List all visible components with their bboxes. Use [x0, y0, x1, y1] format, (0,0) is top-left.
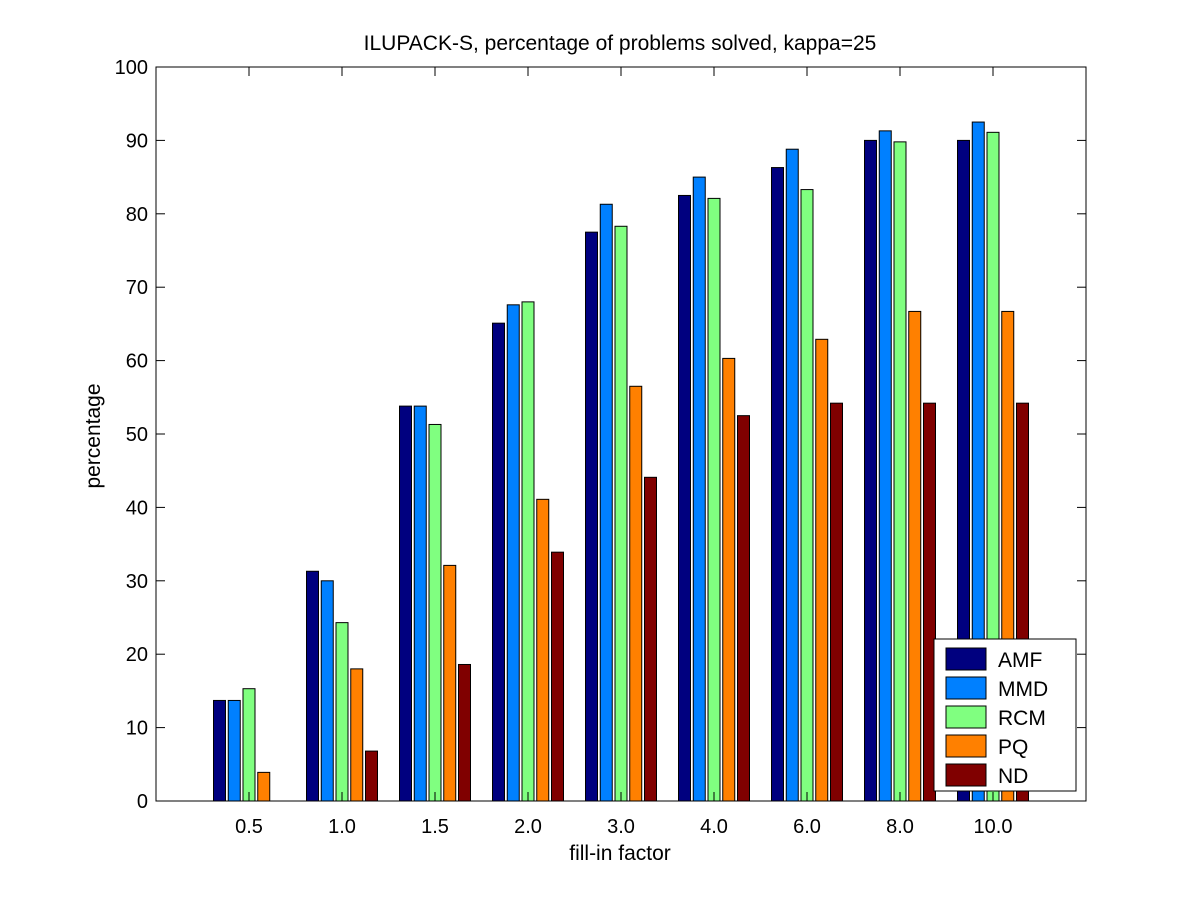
x-tick-label: 3.0	[607, 816, 635, 838]
x-tick-label: 10.0	[974, 816, 1013, 838]
bar-nd-1.0	[365, 750, 378, 802]
y-tick-label: 90	[126, 130, 148, 152]
legend-label-mmd: MMD	[998, 678, 1048, 701]
x-tick-label: 1.0	[328, 816, 356, 838]
bar-mmd-3.0	[599, 203, 613, 802]
bar-amf-0.5	[213, 699, 226, 802]
bar-nd-6.0	[830, 402, 843, 802]
legend-label-pq: PQ	[998, 736, 1028, 759]
bar-pq-1.0	[350, 668, 364, 802]
bar-mmd-2.0	[506, 304, 520, 802]
bar-rcm-6.0	[800, 189, 814, 802]
x-tick-label: 6.0	[793, 816, 821, 838]
bar-pq-8.0	[908, 310, 922, 802]
bar-rcm-8.0	[893, 141, 907, 802]
y-axis-label: percentage	[82, 383, 105, 488]
bar-pq-1.5	[443, 564, 457, 802]
y-tick-label: 30	[126, 571, 148, 593]
legend-swatch-nd	[945, 763, 987, 787]
bar-nd-1.5	[458, 663, 471, 802]
bar-mmd-1.5	[413, 405, 427, 802]
bar-rcm-1.0	[335, 622, 349, 802]
bar-mmd-0.5	[227, 699, 241, 802]
bar-pq-6.0	[815, 338, 829, 802]
bar-amf-3.0	[585, 231, 598, 802]
bar-rcm-4.0	[707, 197, 721, 802]
y-tick-label: 100	[115, 57, 148, 79]
legend-swatch-rcm	[945, 705, 987, 729]
x-axis-label: fill-in factor	[569, 842, 671, 865]
x-tick-label: 2.0	[514, 816, 542, 838]
bar-rcm-0.5	[242, 688, 256, 802]
bar-rcm-2.0	[521, 301, 535, 802]
bar-mmd-4.0	[692, 176, 706, 802]
bar-mmd-8.0	[878, 130, 892, 802]
bar-rcm-3.0	[614, 225, 628, 802]
chart-title: ILUPACK-S, percentage of problems solved…	[364, 32, 877, 55]
y-tick-label: 50	[126, 424, 148, 446]
y-tick-label: 40	[126, 497, 148, 519]
bar-amf-6.0	[771, 167, 784, 802]
y-tick-label: 70	[126, 277, 148, 299]
bar-pq-3.0	[629, 385, 643, 802]
y-tick-label: 10	[126, 718, 148, 740]
bar-nd-3.0	[644, 476, 657, 802]
bar-rcm-1.5	[428, 423, 442, 802]
x-tick-label: 8.0	[886, 816, 914, 838]
bar-amf-1.0	[306, 570, 319, 802]
bar-pq-4.0	[722, 357, 736, 802]
bar-mmd-6.0	[785, 148, 799, 802]
y-tick-label: 0	[137, 791, 148, 813]
legend: AMF MMD RCM PQ ND	[933, 638, 1077, 792]
ticks-layer: 0 10 20 30 40 50 60 70 80 90 100 0.5 1.0 1.5 2.0 3.0 4.0…	[115, 57, 1086, 838]
bar-nd-2.0	[551, 551, 564, 802]
legend-label-nd: ND	[998, 765, 1028, 788]
legend-swatch-amf	[945, 647, 987, 671]
y-tick-label: 80	[126, 204, 148, 226]
x-tick-label: 4.0	[700, 816, 728, 838]
bar-amf-4.0	[678, 194, 691, 802]
bar-pq-0.5	[257, 771, 271, 802]
legend-swatch-mmd	[945, 676, 987, 700]
bar-amf-8.0	[864, 139, 877, 802]
bar-amf-1.5	[399, 405, 412, 802]
x-tick-label: 0.5	[235, 816, 263, 838]
legend-label-rcm: RCM	[998, 707, 1046, 730]
y-tick-label: 20	[126, 644, 148, 666]
bars-layer	[213, 121, 1029, 802]
bar-nd-4.0	[737, 415, 750, 802]
x-tick-label: 1.5	[421, 816, 449, 838]
bar-mmd-1.0	[320, 580, 334, 802]
legend-label-amf: AMF	[998, 649, 1042, 672]
legend-swatch-pq	[945, 734, 987, 758]
y-tick-label: 60	[126, 351, 148, 373]
bar-amf-2.0	[492, 322, 505, 802]
bar-pq-2.0	[536, 498, 550, 802]
